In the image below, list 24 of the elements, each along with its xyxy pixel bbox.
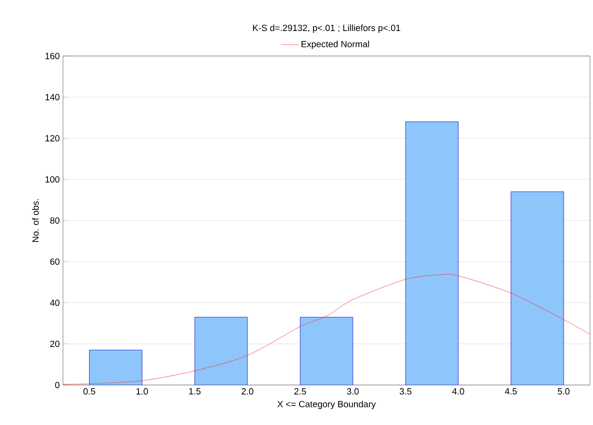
x-tick-label: 3.0 — [346, 388, 359, 395]
x-tick-label: 4.5 — [504, 388, 517, 394]
y-tick-label: 80 — [50, 217, 60, 224]
y-tick-label: 140 — [46, 94, 60, 100]
y-axis-title: No. of obs. — [32, 199, 39, 242]
x-axis-title: X <= Category Boundary — [277, 400, 376, 410]
line-series — [63, 274, 590, 384]
y-tick-label: 160 — [46, 52, 60, 60]
x-tick-label: 0.5 — [83, 388, 96, 395]
chart-title: K-S d=.29132, p<.01 ; Lilliefors p<.01 — [253, 24, 400, 33]
x-tick-label: 2.5 — [294, 388, 306, 395]
x-tick-label: 3.5 — [400, 388, 412, 395]
x-tick-label: 1.0 — [136, 388, 148, 395]
y-tick-label: 100 — [46, 176, 60, 183]
legend-label: Expected Normal — [302, 40, 369, 50]
x-tick-label: 1.5 — [189, 388, 201, 394]
y-tick-label: 120 — [46, 135, 60, 142]
x-tick-label: 4.0 — [452, 388, 464, 395]
y-tick-label: 0 — [55, 382, 60, 388]
x-tick-label: 5.0 — [558, 388, 570, 395]
y-tick-label: 20 — [50, 340, 60, 348]
x-tick-label: 2.0 — [242, 388, 254, 395]
y-tick-label: 60 — [50, 258, 60, 265]
y-tick-label: 40 — [50, 300, 60, 306]
